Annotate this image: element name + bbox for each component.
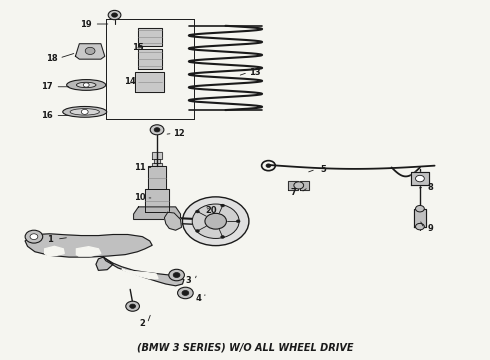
Text: 17: 17 — [41, 82, 53, 91]
Text: 2: 2 — [140, 319, 146, 328]
Circle shape — [196, 210, 199, 213]
Polygon shape — [135, 72, 164, 92]
Polygon shape — [152, 152, 162, 159]
Text: 12: 12 — [173, 129, 185, 138]
Ellipse shape — [63, 107, 107, 117]
Polygon shape — [414, 209, 426, 226]
Circle shape — [236, 220, 240, 223]
Circle shape — [177, 287, 193, 299]
Circle shape — [266, 164, 271, 167]
Polygon shape — [45, 246, 64, 255]
Text: (BMW 3 SERIES) W/O ALL WHEEL DRIVE: (BMW 3 SERIES) W/O ALL WHEEL DRIVE — [137, 343, 353, 353]
Polygon shape — [146, 189, 169, 212]
Circle shape — [173, 273, 180, 278]
Circle shape — [220, 204, 224, 207]
Text: 10: 10 — [134, 193, 146, 202]
Circle shape — [112, 13, 118, 17]
Circle shape — [294, 182, 304, 189]
Polygon shape — [411, 172, 429, 185]
Text: 3: 3 — [186, 276, 192, 285]
Text: 1: 1 — [47, 235, 52, 244]
Polygon shape — [148, 166, 166, 189]
Polygon shape — [76, 247, 101, 256]
Text: 5: 5 — [320, 165, 326, 174]
Text: 15: 15 — [132, 43, 144, 52]
Ellipse shape — [76, 82, 96, 87]
Circle shape — [108, 10, 121, 20]
Ellipse shape — [67, 80, 106, 90]
Circle shape — [126, 301, 140, 311]
Circle shape — [182, 197, 249, 246]
Polygon shape — [75, 44, 105, 59]
Ellipse shape — [70, 109, 99, 115]
Circle shape — [154, 128, 160, 132]
Circle shape — [25, 230, 43, 243]
Polygon shape — [134, 207, 180, 220]
Text: 9: 9 — [428, 224, 434, 233]
Polygon shape — [300, 181, 310, 190]
Circle shape — [416, 206, 424, 212]
Text: 11: 11 — [134, 163, 146, 172]
Ellipse shape — [85, 47, 95, 54]
Text: 18: 18 — [46, 54, 58, 63]
Polygon shape — [164, 212, 181, 230]
Circle shape — [192, 204, 239, 238]
Text: 8: 8 — [428, 183, 434, 192]
Polygon shape — [103, 257, 184, 286]
Polygon shape — [288, 181, 298, 190]
Circle shape — [130, 304, 136, 309]
Circle shape — [416, 224, 424, 230]
Circle shape — [182, 291, 189, 296]
Polygon shape — [152, 163, 162, 166]
Polygon shape — [25, 234, 152, 257]
Circle shape — [169, 269, 184, 281]
Text: 7: 7 — [291, 188, 297, 197]
Circle shape — [30, 234, 38, 239]
Polygon shape — [96, 257, 113, 270]
Text: 19: 19 — [80, 19, 92, 28]
Text: 14: 14 — [124, 77, 136, 86]
Circle shape — [220, 235, 224, 238]
Text: 16: 16 — [41, 111, 53, 120]
Circle shape — [81, 109, 88, 114]
Text: 4: 4 — [196, 294, 201, 303]
Circle shape — [196, 230, 199, 232]
Circle shape — [150, 125, 164, 135]
Circle shape — [416, 175, 424, 182]
Polygon shape — [138, 28, 162, 45]
Polygon shape — [138, 49, 162, 69]
Circle shape — [205, 213, 226, 229]
Text: 13: 13 — [249, 68, 261, 77]
Circle shape — [83, 83, 89, 87]
Polygon shape — [122, 269, 158, 279]
Text: 20: 20 — [205, 206, 217, 215]
Polygon shape — [154, 159, 160, 163]
